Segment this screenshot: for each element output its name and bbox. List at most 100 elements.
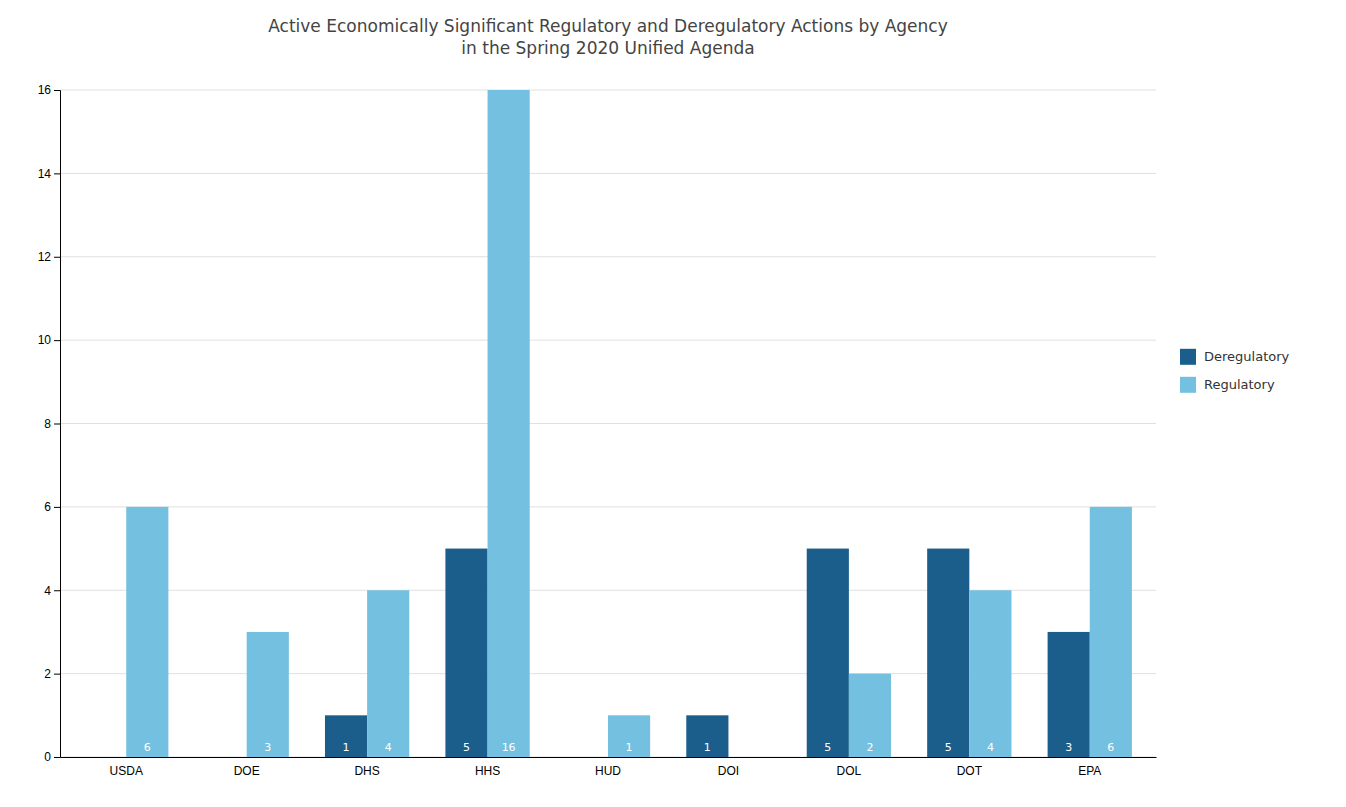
data-label: 6 xyxy=(1107,741,1114,754)
tick: 8 xyxy=(44,417,60,431)
legend-item: Regulatory xyxy=(1180,377,1275,393)
legend-item: Deregulatory xyxy=(1180,349,1290,365)
tick-label: 0 xyxy=(44,750,51,764)
tick-label: EPA xyxy=(1078,764,1101,778)
data-label: 2 xyxy=(866,741,873,754)
data-label: 3 xyxy=(1065,741,1072,754)
bar xyxy=(367,590,409,757)
y-axis: 0 2 4 6 8 10 12 14 16 xyxy=(38,83,61,764)
data-label: 1 xyxy=(343,741,350,754)
tick-mark xyxy=(54,674,60,675)
bar xyxy=(849,674,891,757)
legend: Deregulatory Regulatory xyxy=(1180,349,1290,393)
data-label: 1 xyxy=(704,741,711,754)
tick: DOE xyxy=(234,764,260,778)
grid-line xyxy=(60,256,1156,257)
tick: DOT xyxy=(957,764,983,778)
tick: 12 xyxy=(38,250,60,264)
legend-label: Deregulatory xyxy=(1204,349,1290,364)
plot-area: 0246810121416USDADOEDHSHHSHUDDOIDOLDOTEP… xyxy=(38,83,1157,777)
tick-mark xyxy=(54,90,60,91)
tick: 2 xyxy=(44,667,60,681)
tick-mark xyxy=(54,590,60,591)
bar xyxy=(1090,507,1132,757)
tick-mark xyxy=(54,507,60,508)
bar xyxy=(608,715,650,757)
axis-domain xyxy=(61,757,1157,758)
grid-line xyxy=(60,506,1156,507)
bars xyxy=(126,90,1132,757)
tick: 14 xyxy=(38,167,60,181)
bar xyxy=(969,590,1011,757)
tick-mark xyxy=(54,757,60,758)
tick-label: 12 xyxy=(38,250,52,264)
tick-label: USDA xyxy=(110,764,143,778)
bar xyxy=(566,757,608,758)
data-labels: 1 5 1 5 5 3 6 3 4 16 1 2 4 6 xyxy=(144,741,1115,754)
bar xyxy=(247,632,289,757)
tick-label: DOT xyxy=(957,764,983,778)
chart-svg: 0246810121416USDADOEDHSHHSHUDDOIDOLDOTEP… xyxy=(0,0,1346,807)
grid-line xyxy=(60,423,1156,424)
bar xyxy=(807,549,849,757)
tick-label: DOE xyxy=(234,764,260,778)
bar xyxy=(728,757,770,758)
tick: 6 xyxy=(44,500,60,514)
tick-label: 2 xyxy=(44,667,51,681)
tick-label: DOL xyxy=(837,764,862,778)
bar xyxy=(1048,632,1090,757)
data-label: 5 xyxy=(824,741,831,754)
tick-mark xyxy=(54,173,60,174)
bar xyxy=(445,549,487,757)
legend-swatch xyxy=(1180,377,1196,393)
bar xyxy=(686,715,728,757)
grid-line xyxy=(60,90,1156,91)
legend-swatch xyxy=(1180,349,1196,365)
tick-label: 14 xyxy=(38,167,52,181)
data-label: 3 xyxy=(264,741,271,754)
tick-mark xyxy=(54,340,60,341)
tick: USDA xyxy=(110,764,143,778)
tick-label: DHS xyxy=(354,764,379,778)
data-label: 16 xyxy=(502,741,516,754)
bar xyxy=(325,715,367,757)
bar xyxy=(126,507,168,757)
tick: DOI xyxy=(718,764,739,778)
tick-label: HUD xyxy=(595,764,621,778)
tick-label: 6 xyxy=(44,500,51,514)
tick: 4 xyxy=(44,584,60,598)
x-axis: USDA DOE DHS HHS HUD DOI DOL DOT EPA xyxy=(61,758,1157,778)
data-label: 6 xyxy=(144,741,151,754)
tick: HHS xyxy=(475,764,500,778)
tick-mark xyxy=(54,257,60,258)
data-label: 1 xyxy=(626,741,633,754)
tick: DOL xyxy=(837,764,862,778)
tick: 0 xyxy=(44,750,60,764)
data-label: 5 xyxy=(463,741,470,754)
tick-label: 16 xyxy=(38,83,52,97)
grid-line xyxy=(60,173,1156,174)
tick-label: 8 xyxy=(44,417,51,431)
tick-label: HHS xyxy=(475,764,500,778)
bar xyxy=(205,757,247,758)
data-label: 4 xyxy=(987,741,994,754)
tick-label: DOI xyxy=(718,764,739,778)
tick-label: 10 xyxy=(38,333,52,347)
axis-domain xyxy=(54,91,61,758)
data-label: 4 xyxy=(385,741,392,754)
tick: DHS xyxy=(354,764,379,778)
tick-label: 4 xyxy=(44,584,51,598)
data-label: 5 xyxy=(945,741,952,754)
tick: 16 xyxy=(38,83,60,97)
tick-mark xyxy=(54,424,60,425)
bar xyxy=(84,757,126,758)
bar xyxy=(927,549,969,757)
tick: EPA xyxy=(1078,764,1101,778)
bar xyxy=(488,90,530,757)
tick: HUD xyxy=(595,764,621,778)
legend-label: Regulatory xyxy=(1204,377,1275,392)
title: Active Economically Significant Regulato… xyxy=(268,16,948,58)
grid xyxy=(60,90,1156,757)
grid-line xyxy=(60,340,1156,341)
tick: 10 xyxy=(38,333,60,347)
